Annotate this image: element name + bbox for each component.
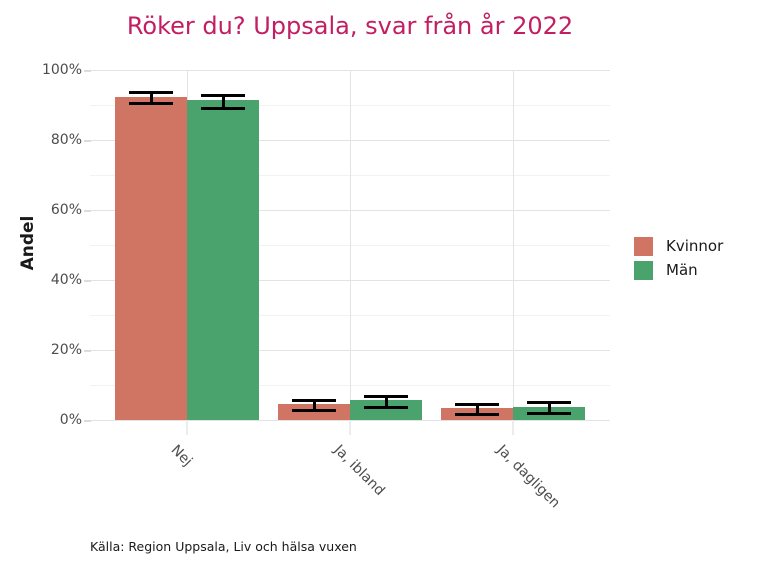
errorbar-män-ja-dagligen: [527, 401, 571, 415]
errorbar-cap-bottom: [201, 107, 245, 111]
errorbar-cap-bottom: [364, 405, 408, 409]
gridline-vertical: [513, 70, 514, 420]
y-tick-label: 20%: [50, 342, 82, 358]
y-tick-label: 40%: [50, 272, 82, 288]
x-tick-mark: [186, 420, 188, 435]
x-tick-label-ja-ibland: Ja, ibland: [330, 442, 388, 500]
legend: Kvinnor Män: [634, 236, 723, 284]
gridline-vertical: [350, 70, 351, 420]
errorbar-kvinnor-nej: [129, 91, 173, 105]
bar-män-nej: [187, 100, 259, 420]
errorbar-män-ja-ibland: [364, 394, 408, 409]
errorbar-cap-top: [292, 399, 336, 403]
errorbar-cap-top: [527, 401, 571, 405]
chart-title: Röker du? Uppsala, svar från år 2022: [126, 12, 574, 40]
errorbar-cap-top: [455, 403, 499, 407]
bar-män-ja-ibland: [350, 400, 422, 420]
errorbar-cap-top: [364, 394, 408, 398]
plot-panel: [90, 70, 610, 421]
y-tick-mark: [84, 420, 91, 422]
legend-swatch-kvinnor: [634, 237, 653, 256]
source-caption: Källa: Region Uppsala, Liv och hälsa vux…: [90, 539, 357, 554]
legend-swatch-man: [634, 261, 653, 280]
errorbar-cap-top: [201, 94, 245, 98]
x-tick-mark: [512, 420, 514, 435]
y-axis-title: Andel: [18, 215, 38, 271]
errorbar-stem: [221, 97, 225, 108]
legend-item-kvinnor: Kvinnor: [634, 236, 723, 257]
legend-label-kvinnor: Kvinnor: [666, 237, 724, 255]
legend-item-man: Män: [634, 260, 723, 281]
bar-kvinnor-ja-ibland: [278, 404, 350, 420]
errorbar-stem: [149, 94, 153, 102]
y-tick-label: 60%: [50, 202, 82, 218]
errorbar-kvinnor-ja-dagligen: [455, 403, 499, 416]
y-tick-mark: [84, 280, 91, 282]
errorbar-cap-bottom: [129, 101, 173, 105]
errorbar-cap-top: [129, 91, 173, 94]
y-tick-mark: [84, 70, 91, 72]
y-tick-label: 80%: [50, 132, 82, 148]
errorbar-stem: [475, 406, 479, 413]
x-tick-label-nej: Nej: [167, 442, 196, 470]
y-tick-mark: [84, 350, 91, 352]
errorbar-kvinnor-ja-ibland: [292, 399, 336, 412]
errorbar-cap-bottom: [527, 411, 571, 415]
y-tick-label: 100%: [41, 62, 82, 78]
x-tick-label-ja-dagligen: Ja, dagligen: [493, 442, 564, 512]
errorbar-cap-bottom: [292, 408, 336, 412]
y-tick-mark: [84, 140, 91, 142]
errorbar-stem: [547, 404, 551, 412]
errorbar-stem: [384, 397, 388, 406]
errorbar-män-nej: [201, 94, 245, 111]
legend-label-man: Män: [666, 261, 698, 279]
errorbar-cap-bottom: [455, 412, 499, 416]
bar-kvinnor-nej: [115, 96, 187, 420]
y-tick-mark: [84, 210, 91, 212]
y-tick-label: 0%: [59, 412, 82, 428]
x-tick-mark: [349, 420, 351, 435]
errorbar-stem: [312, 402, 316, 409]
